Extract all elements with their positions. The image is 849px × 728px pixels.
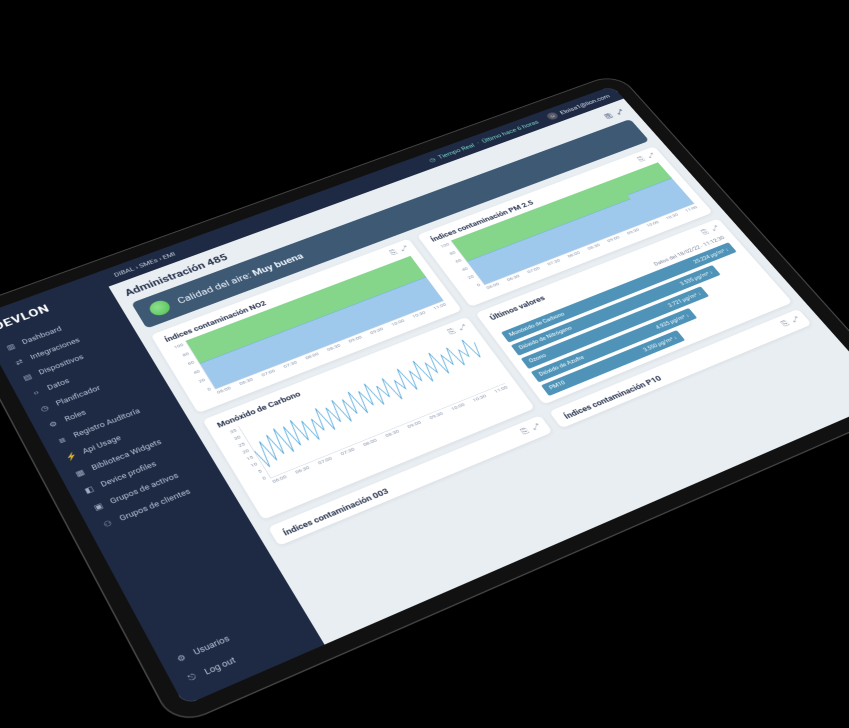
quality-indicator-icon [146, 298, 172, 317]
nav-icon: ⚙ [46, 418, 60, 429]
expand-icon[interactable]: ⤢ [709, 223, 720, 232]
expand-icon[interactable]: ⤢ [614, 108, 625, 116]
expand-icon[interactable]: ⤢ [457, 322, 468, 331]
nav-icon: ⚇ [100, 517, 114, 529]
nav-icon: ▥ [4, 341, 17, 351]
clock-icon: ◷ [427, 156, 437, 163]
expand-icon[interactable]: ⤢ [789, 314, 801, 323]
nav-icon: ‹› [29, 387, 42, 397]
nav-icon: ⚡ [64, 451, 78, 462]
nav-label: Datos [45, 376, 70, 391]
nav-icon: ⇄ [12, 356, 25, 366]
nav-icon: ▣ [91, 500, 105, 511]
expand-icon[interactable]: ⤢ [399, 244, 410, 253]
nav-icon: ⚙ [174, 651, 189, 664]
nav-icon: ⎋ [184, 670, 199, 684]
avatar-icon: ☺ [545, 111, 559, 120]
nav-icon: ◧ [82, 484, 96, 495]
tablet-frame: DEVLON ▥Dashboard⇄Integraciones▤Disposit… [0, 72, 849, 728]
nav-icon: ≣ [55, 434, 69, 445]
quality-value: Muy buena [249, 250, 304, 277]
nav-icon: ◷ [37, 403, 50, 414]
nav-icon: ▦ [73, 467, 87, 478]
expand-icon[interactable]: ⤢ [530, 421, 542, 431]
expand-icon[interactable]: ⤢ [646, 151, 657, 159]
nav-icon: ▤ [20, 372, 33, 382]
nav-label: Roles [63, 408, 87, 423]
copy-icon[interactable]: ⎘ [603, 112, 614, 120]
nav-label: Log out [202, 655, 237, 676]
screen: DEVLON ▥Dashboard⇄Integraciones▤Disposit… [0, 85, 849, 705]
